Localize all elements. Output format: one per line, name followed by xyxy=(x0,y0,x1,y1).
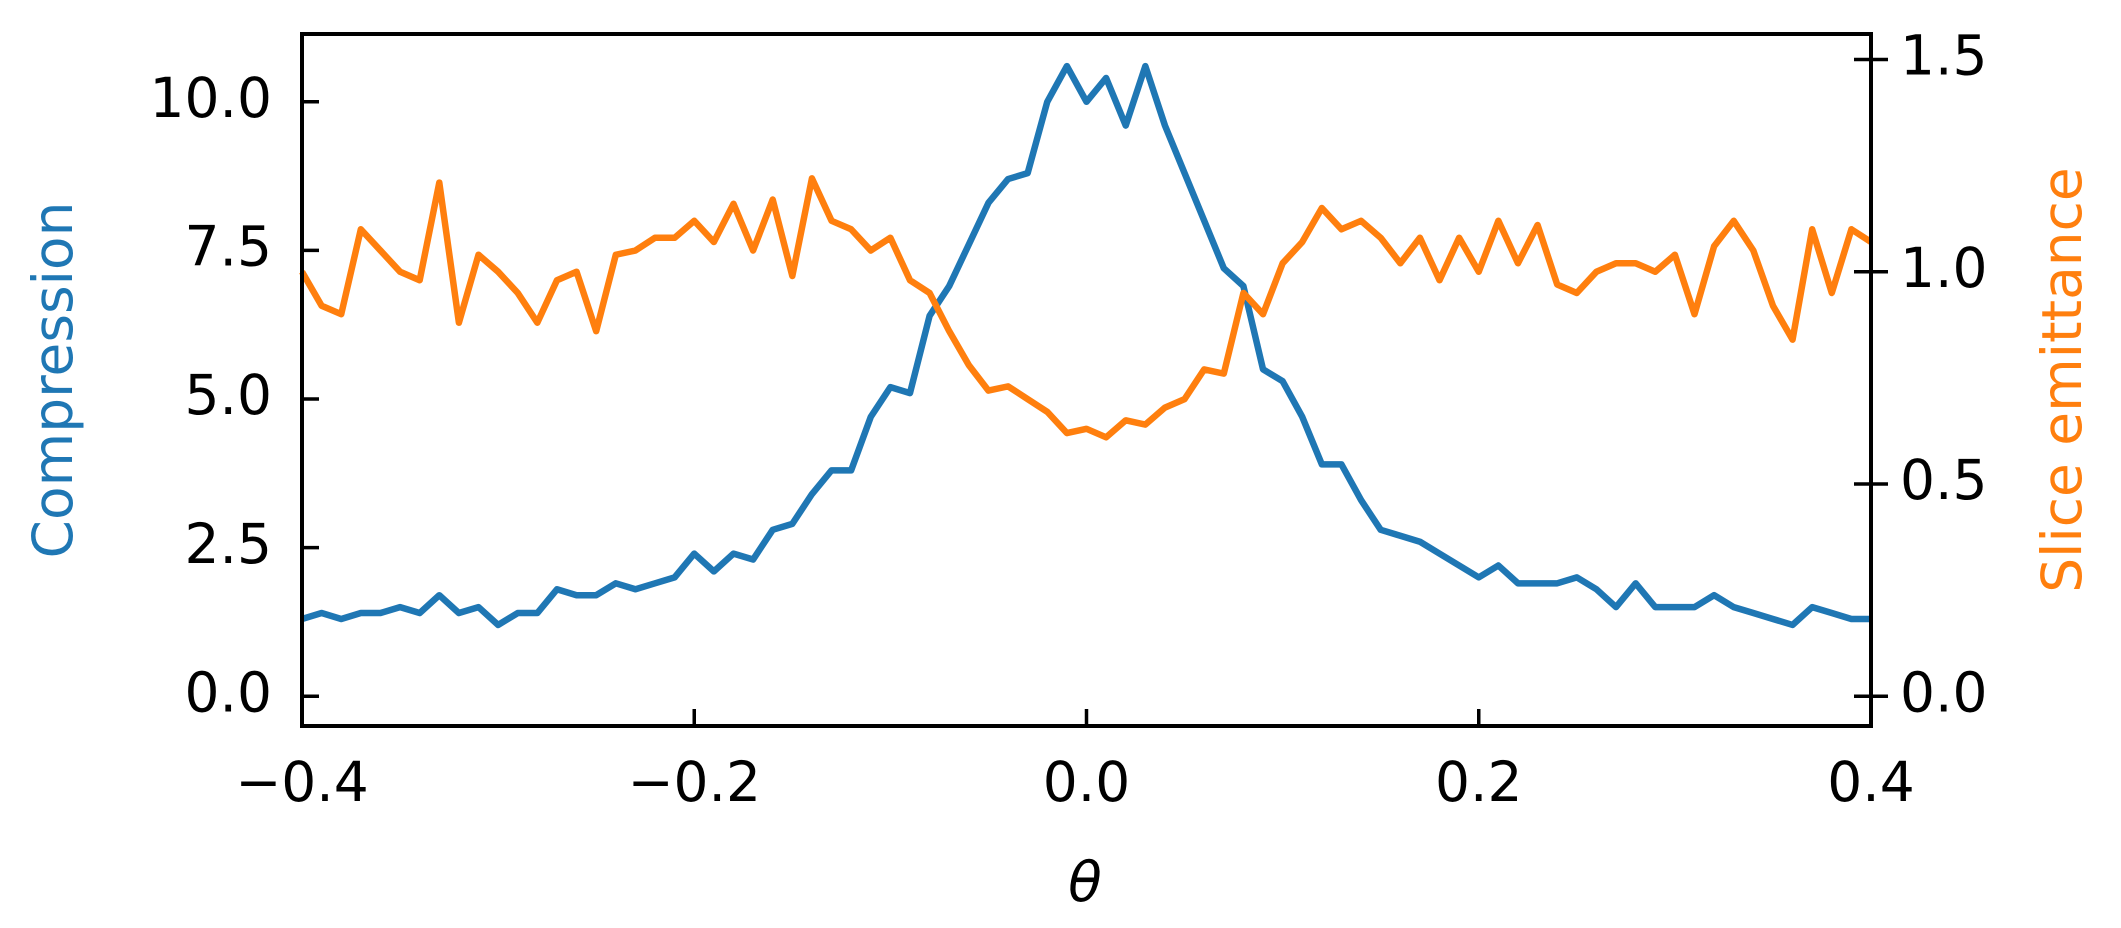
x-tick-label: 0.4 xyxy=(1827,750,1914,814)
x-axis-label: θ xyxy=(1068,850,1102,914)
x-tick-label: −0.2 xyxy=(627,750,761,814)
y2-tick-label: 1.5 xyxy=(1900,24,1987,88)
y2-tick-label: 1.0 xyxy=(1900,236,1987,300)
y-tick-label: 10.0 xyxy=(150,66,272,130)
y-tick-label: 2.5 xyxy=(185,512,272,576)
x-tick-label: 0.2 xyxy=(1435,750,1522,814)
plot-frame xyxy=(300,32,1873,728)
y-tick-label: 7.5 xyxy=(185,215,272,279)
x-tick-label: 0.0 xyxy=(1043,750,1130,814)
x-tick-label: −0.4 xyxy=(235,750,369,814)
y-axis-label: Compression xyxy=(21,202,85,559)
y2-axis-label: Slice emittance xyxy=(2030,167,2094,593)
y2-tick-label: 0.5 xyxy=(1900,448,1987,512)
y-tick-label: 5.0 xyxy=(185,363,272,427)
data-line xyxy=(299,175,1873,441)
data-line xyxy=(301,62,1871,629)
y-tick-label: 0.0 xyxy=(185,660,272,724)
y2-tick-label: 0.0 xyxy=(1900,660,1987,724)
